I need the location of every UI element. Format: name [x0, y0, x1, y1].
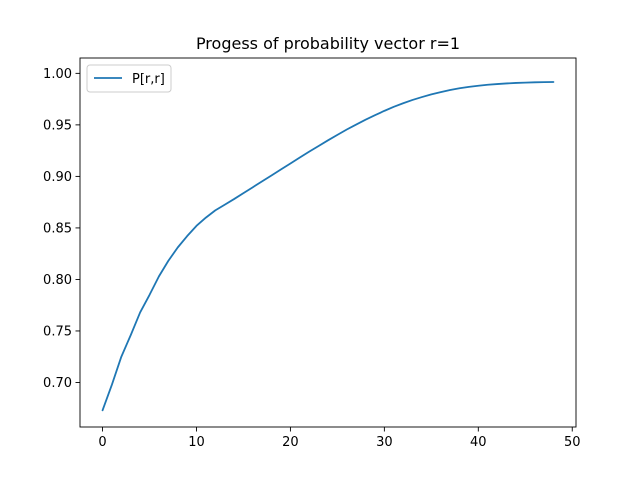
- y-tick-label: 0.95: [43, 118, 72, 133]
- x-tick-label: 30: [376, 435, 393, 450]
- x-tick-label: 0: [98, 435, 106, 450]
- x-tick-label: 10: [188, 435, 205, 450]
- y-tick-label: 0.70: [43, 376, 72, 391]
- legend: P[r,r]: [86, 64, 172, 93]
- legend-box: [86, 64, 172, 93]
- legend-label: P[r,r]: [132, 72, 165, 87]
- y-tick-label: 0.75: [43, 324, 72, 339]
- axes-frame: [79, 57, 577, 428]
- y-tick-label: 0.80: [43, 273, 72, 288]
- y-tick-label: 1.00: [43, 67, 72, 82]
- chart-title: Progess of probability vector r=1: [196, 34, 460, 53]
- x-tick-label: 50: [564, 435, 581, 450]
- y-tick-label: 0.85: [43, 221, 72, 236]
- series-line-0: [101, 81, 555, 412]
- x-tick-label: 20: [282, 435, 299, 450]
- y-tick-label: 0.90: [43, 170, 72, 185]
- x-tick-label: 40: [470, 435, 487, 450]
